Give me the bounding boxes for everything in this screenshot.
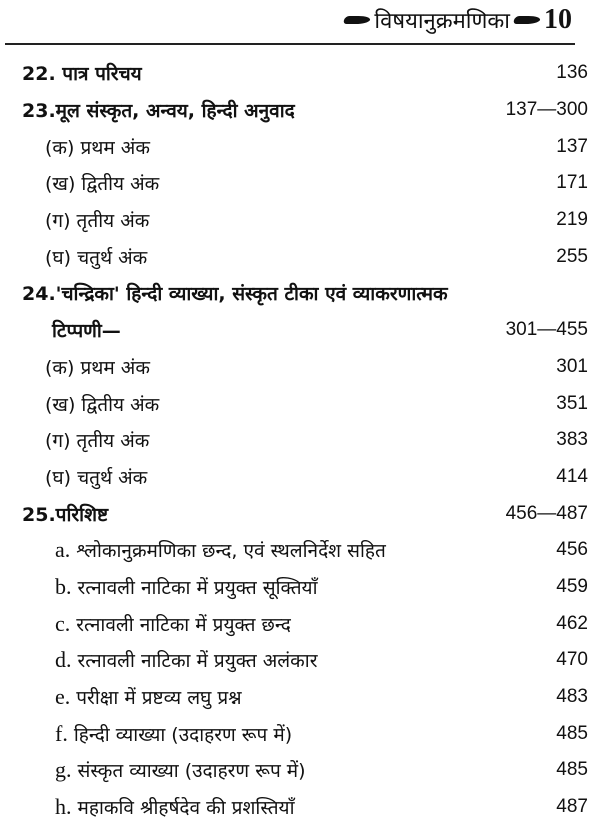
entry-title-wrap: a. श्लोकानुक्रमणिका छन्द, एवं स्थलनिर्देश… bbox=[55, 537, 386, 563]
entry-page: 462 bbox=[556, 612, 588, 634]
header-title: विषयानुक्रमणिका bbox=[374, 9, 510, 34]
entry-page: 485 bbox=[556, 759, 588, 781]
entry-title: (ख) द्वितीय अंक bbox=[45, 173, 160, 196]
entry-title-wrap: (ख) द्वितीय अंक bbox=[45, 391, 159, 417]
entry-page: 137—300 bbox=[505, 99, 588, 121]
entry-page: 383 bbox=[556, 429, 588, 451]
entry-title-wrap: (क) प्रथम अंक bbox=[45, 134, 150, 160]
entry-page: 219 bbox=[556, 209, 588, 231]
entry-title: श्लोकानुक्रमणिका छन्द, एवं स्थलनिर्देश स… bbox=[76, 540, 386, 563]
page-number: 10 bbox=[544, 4, 572, 35]
entry-title: (क) प्रथम अंक bbox=[45, 356, 150, 379]
entry-page: 459 bbox=[556, 575, 588, 597]
toc-entry: (क) प्रथम अंक 301 bbox=[0, 349, 600, 386]
entry-page: 456—487 bbox=[505, 502, 588, 524]
entry-title-wrap: (ग) तृतीय अंक bbox=[45, 427, 149, 453]
entry-title-wrap: d. रत्नावली नाटिका में प्रयुक्त अलंकार bbox=[55, 647, 317, 673]
entry-title-wrap: 23.मूल संस्कृत, अन्वय, हिन्दी अनुवाद bbox=[22, 97, 295, 123]
entry-title: (ग) तृतीय अंक bbox=[45, 210, 150, 233]
entry-title: (घ) चतुर्थ अंक bbox=[45, 246, 148, 269]
entry-page: 351 bbox=[556, 392, 588, 414]
entry-title: (ख) द्वितीय अंक bbox=[45, 393, 160, 416]
entry-title: हिन्दी व्याख्या (उदाहरण रूप में) bbox=[73, 723, 293, 746]
entry-title: रत्नावली नाटिका में प्रयुक्त सूक्तियाँ bbox=[77, 576, 318, 599]
entry-page: 485 bbox=[556, 722, 588, 744]
entry-title: (क) प्रथम अंक bbox=[45, 136, 150, 159]
toc-entry: d. रत्नावली नाटिका में प्रयुक्त अलंकार 470 bbox=[0, 642, 600, 679]
pointing-hand-icon bbox=[342, 16, 372, 24]
entry-page: 171 bbox=[556, 172, 588, 194]
entry-title: (घ) चतुर्थ अंक bbox=[45, 466, 148, 489]
entry-title-wrap: b. रत्नावली नाटिका में प्रयुक्त सूक्तियाँ bbox=[55, 574, 318, 600]
toc-entry: (घ) चतुर्थ अंक 414 bbox=[0, 459, 600, 496]
toc-entry: c. रत्नावली नाटिका में प्रयुक्त छन्द 462 bbox=[0, 605, 600, 642]
entry-page: 137 bbox=[556, 135, 588, 157]
entry-title: 25.परिशिष्ट bbox=[22, 503, 109, 526]
toc-entry: टिप्पणी— 301—455 bbox=[0, 312, 600, 349]
toc-entry: 23.मूल संस्कृत, अन्वय, हिन्दी अनुवाद 137—… bbox=[0, 92, 600, 129]
header-rule bbox=[5, 43, 575, 45]
entry-title: 23.मूल संस्कृत, अन्वय, हिन्दी अनुवाद bbox=[22, 100, 295, 123]
entry-title-wrap: (घ) चतुर्थ अंक bbox=[45, 244, 147, 270]
entry-title: परीक्षा में प्रष्टव्य लघु प्रश्न bbox=[76, 687, 242, 710]
entry-title-wrap: 24.'चन्द्रिका' हिन्दी व्याख्या, संस्कृत … bbox=[22, 280, 448, 306]
entry-page: 487 bbox=[556, 796, 588, 818]
toc-entry: f. हिन्दी व्याख्या (उदाहरण रूप में) 485 bbox=[0, 715, 600, 752]
entry-title: रत्नावली नाटिका में प्रयुक्त छन्द bbox=[76, 613, 291, 636]
entry-title: संस्कृत व्याख्या (उदाहरण रूप में) bbox=[77, 760, 306, 783]
entry-letter: f. bbox=[55, 720, 68, 746]
toc-entry: (ख) द्वितीय अंक 351 bbox=[0, 385, 600, 422]
toc-entry: 25.परिशिष्ट 456—487 bbox=[0, 495, 600, 532]
entry-title-wrap: (घ) चतुर्थ अंक bbox=[45, 464, 147, 490]
toc-entry: 24.'चन्द्रिका' हिन्दी व्याख्या, संस्कृत … bbox=[0, 275, 600, 312]
entry-page: 470 bbox=[556, 649, 588, 671]
entry-title-wrap: f. हिन्दी व्याख्या (उदाहरण रूप में) bbox=[55, 721, 292, 747]
entry-page: 414 bbox=[556, 465, 588, 487]
toc-entry: 22. पात्र परिचय 136 bbox=[0, 55, 600, 92]
pointing-hand-icon bbox=[512, 16, 542, 24]
entry-page: 456 bbox=[556, 539, 588, 561]
toc-entry: h. महाकवि श्रीहर्षदेव की प्रशस्तियाँ 487 bbox=[0, 789, 600, 826]
entry-title-wrap: 25.परिशिष्ट bbox=[22, 501, 108, 527]
entry-letter: b. bbox=[55, 573, 72, 599]
toc-entry: (ग) तृतीय अंक 219 bbox=[0, 202, 600, 239]
entry-title-wrap: (ग) तृतीय अंक bbox=[45, 207, 149, 233]
entry-letter: d. bbox=[55, 647, 72, 673]
entry-title: टिप्पणी— bbox=[52, 320, 121, 343]
entry-title: महाकवि श्रीहर्षदेव की प्रशस्तियाँ bbox=[77, 797, 295, 820]
entry-title-wrap: g. संस्कृत व्याख्या (उदाहरण रूप में) bbox=[55, 757, 306, 783]
entry-letter: g. bbox=[55, 757, 72, 783]
toc-entry: (क) प्रथम अंक 137 bbox=[0, 128, 600, 165]
entry-page: 483 bbox=[556, 686, 588, 708]
entry-letter: e. bbox=[55, 684, 71, 710]
entry-title-wrap: c. रत्नावली नाटिका में प्रयुक्त छन्द bbox=[55, 611, 291, 637]
entry-title-wrap: टिप्पणी— bbox=[52, 317, 121, 343]
entry-page: 301 bbox=[556, 355, 588, 377]
entry-title: 24.'चन्द्रिका' हिन्दी व्याख्या, संस्कृत … bbox=[22, 283, 448, 306]
toc-entry: a. श्लोकानुक्रमणिका छन्द, एवं स्थलनिर्देश… bbox=[0, 532, 600, 569]
table-of-contents: 22. पात्र परिचय 136 23.मूल संस्कृत, अन्वय,… bbox=[0, 55, 600, 825]
toc-entry: b. रत्नावली नाटिका में प्रयुक्त सूक्तियाँ… bbox=[0, 569, 600, 606]
toc-entry: e. परीक्षा में प्रष्टव्य लघु प्रश्न 483 bbox=[0, 679, 600, 716]
entry-title-wrap: (क) प्रथम अंक bbox=[45, 354, 150, 380]
entry-title: (ग) तृतीय अंक bbox=[45, 430, 150, 453]
entry-title-wrap: 22. पात्र परिचय bbox=[22, 60, 142, 86]
entry-letter: c. bbox=[55, 610, 71, 636]
entry-page: 301—455 bbox=[505, 319, 588, 341]
entry-title: रत्नावली नाटिका में प्रयुक्त अलंकार bbox=[77, 650, 318, 673]
entry-page: 136 bbox=[556, 62, 588, 84]
toc-entry: (ग) तृतीय अंक 383 bbox=[0, 422, 600, 459]
toc-entry: (घ) चतुर्थ अंक 255 bbox=[0, 238, 600, 275]
entry-title: 22. पात्र परिचय bbox=[22, 63, 142, 86]
entry-title-wrap: e. परीक्षा में प्रष्टव्य लघु प्रश्न bbox=[55, 684, 242, 710]
entry-title-wrap: h. महाकवि श्रीहर्षदेव की प्रशस्तियाँ bbox=[55, 794, 295, 820]
running-header: विषयानुक्रमणिका 10 bbox=[342, 4, 572, 36]
entry-letter: h. bbox=[55, 794, 72, 820]
toc-entry: g. संस्कृत व्याख्या (उदाहरण रूप में) 485 bbox=[0, 752, 600, 789]
entry-letter: a. bbox=[55, 537, 71, 563]
entry-page: 255 bbox=[556, 245, 588, 267]
entry-title-wrap: (ख) द्वितीय अंक bbox=[45, 170, 159, 196]
toc-entry: (ख) द्वितीय अंक 171 bbox=[0, 165, 600, 202]
